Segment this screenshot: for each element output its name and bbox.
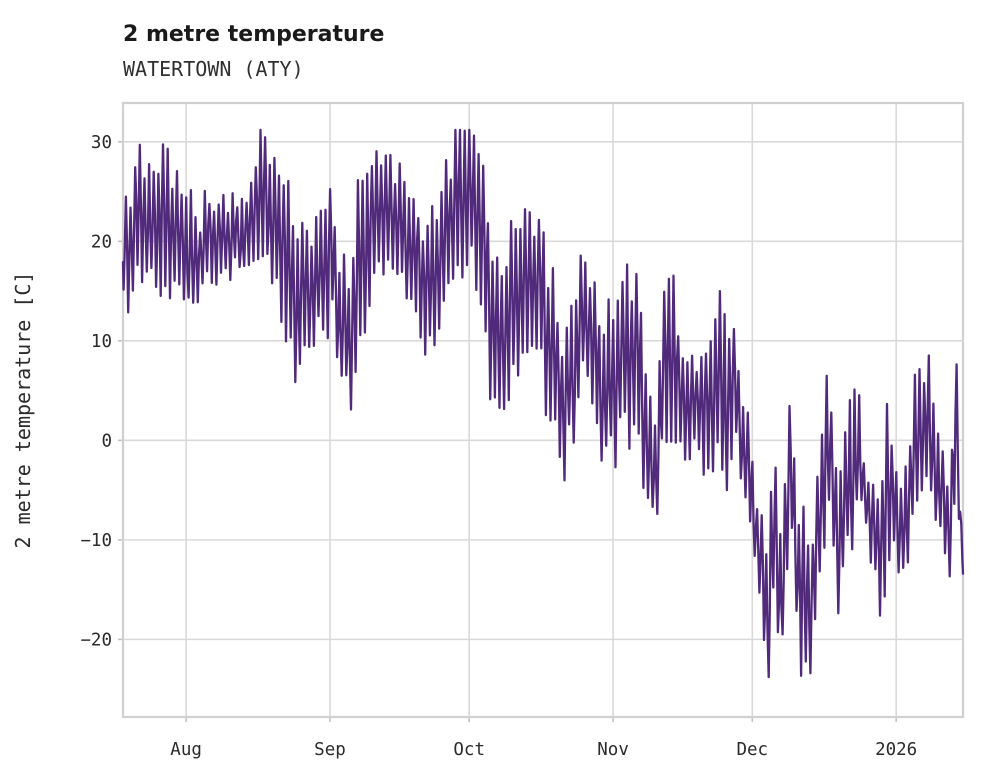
- temperature-series-line: [121, 128, 965, 679]
- x-tick-label: 2026: [875, 740, 917, 760]
- x-tick-label: Aug: [170, 740, 202, 760]
- y-tick-label: 30: [91, 133, 112, 153]
- plot-border: [121, 101, 965, 719]
- y-tick-label: 0: [101, 431, 112, 451]
- y-axis-label: 2 metre temperature [C]: [11, 272, 35, 549]
- y-tick-label: −10: [80, 531, 112, 551]
- x-tick-label: Oct: [453, 740, 485, 760]
- x-tick-labels: Aug Sep Oct Nov Dec 2026: [170, 740, 917, 760]
- x-tick-label: Dec: [736, 740, 768, 760]
- y-tick-label: 10: [91, 332, 112, 352]
- chart-subtitle: WATERTOWN (ATY): [123, 57, 304, 81]
- y-tick-labels: 30 20 10 0 −10 −20: [80, 133, 112, 651]
- x-tick-label: Nov: [597, 740, 629, 760]
- y-tick-label: 20: [91, 232, 112, 252]
- chart-title: 2 metre temperature: [123, 22, 384, 47]
- x-tick-label: Sep: [314, 740, 346, 760]
- y-tick-label: −20: [80, 630, 112, 650]
